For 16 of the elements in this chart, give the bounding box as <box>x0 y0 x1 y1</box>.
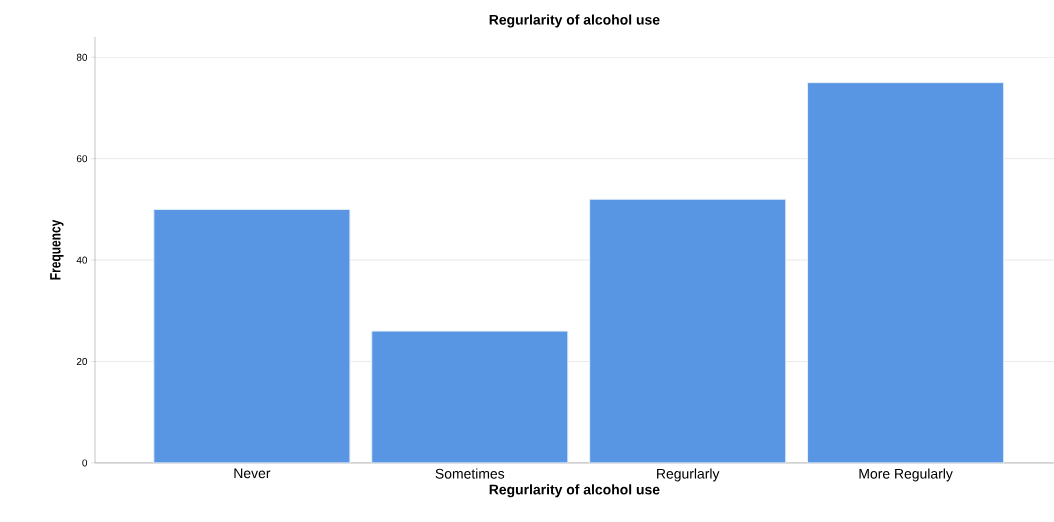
y-tick-label: 60 <box>76 155 88 163</box>
x-tick-label: Regurlarly <box>657 468 720 482</box>
bar <box>589 198 787 463</box>
x-tick-label: More Regularly <box>859 468 953 482</box>
bar <box>807 82 1005 463</box>
x-tick-label: Never <box>234 468 271 479</box>
x-axis-title: Regurlarity of alcohol use <box>489 484 660 498</box>
chart-title: Regurlarity of alcohol use <box>489 14 660 28</box>
y-axis-title: Frequency <box>50 219 64 280</box>
y-tick-label: 80 <box>76 53 88 61</box>
bar <box>371 330 569 463</box>
y-tick-label: 20 <box>76 358 88 366</box>
y-tick-label: 40 <box>76 256 88 264</box>
x-tick-label: Sometimes <box>435 468 505 479</box>
bar <box>153 208 351 463</box>
y-tick-label: 0 <box>82 459 88 467</box>
